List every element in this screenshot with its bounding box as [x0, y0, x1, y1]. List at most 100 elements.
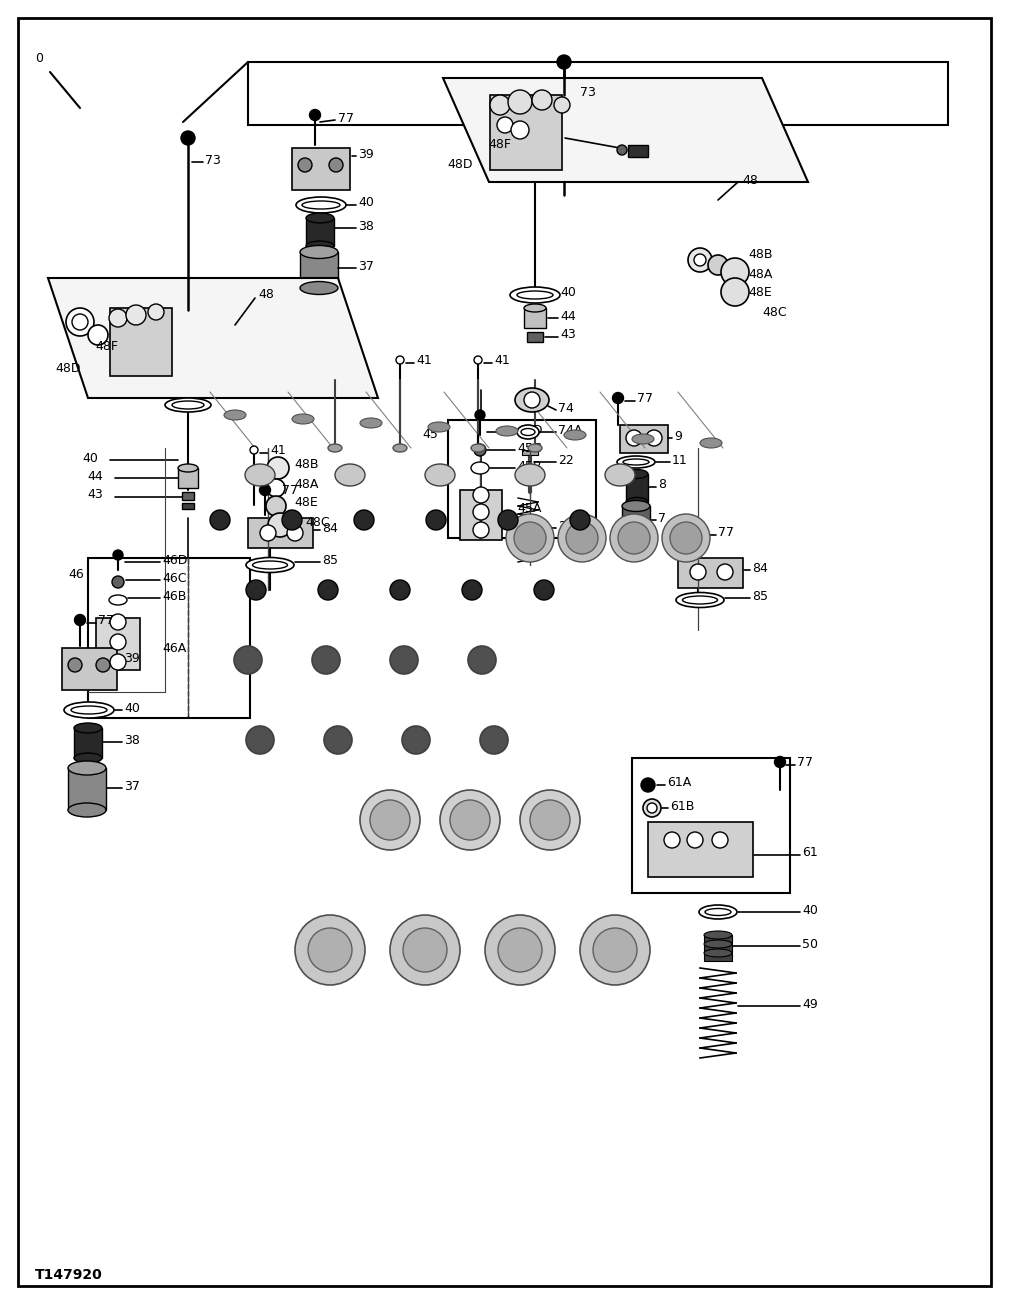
Circle shape [532, 90, 552, 110]
Circle shape [312, 645, 340, 674]
Circle shape [66, 308, 94, 336]
Circle shape [514, 522, 546, 554]
Text: 48A: 48A [748, 269, 772, 282]
Bar [628, 145, 648, 156]
Ellipse shape [224, 409, 246, 420]
Circle shape [580, 915, 650, 985]
Text: 40: 40 [124, 702, 140, 715]
Text: 44: 44 [560, 309, 576, 322]
Circle shape [259, 485, 270, 496]
Text: 41: 41 [416, 355, 432, 368]
Circle shape [688, 248, 712, 273]
Bar [88, 558, 250, 719]
Ellipse shape [605, 464, 635, 486]
Circle shape [282, 510, 302, 529]
Ellipse shape [328, 443, 342, 452]
Circle shape [329, 158, 343, 172]
Bar [704, 944, 732, 952]
Ellipse shape [335, 464, 365, 486]
Ellipse shape [296, 197, 346, 213]
Ellipse shape [704, 931, 732, 939]
Bar [96, 618, 140, 670]
Circle shape [498, 510, 518, 529]
Ellipse shape [425, 464, 455, 486]
Bar [704, 953, 732, 961]
Text: 40: 40 [560, 287, 576, 300]
Ellipse shape [68, 803, 106, 818]
Bar [182, 503, 194, 509]
Ellipse shape [74, 722, 102, 733]
Bar [306, 218, 334, 246]
Text: 61A: 61A [667, 776, 691, 789]
Bar [622, 506, 650, 536]
Ellipse shape [360, 419, 382, 428]
Ellipse shape [528, 443, 542, 452]
Circle shape [712, 832, 728, 848]
Circle shape [113, 550, 123, 559]
Bar [527, 333, 543, 342]
Circle shape [246, 726, 274, 754]
Ellipse shape [300, 282, 338, 295]
Circle shape [692, 527, 703, 537]
Circle shape [370, 799, 410, 840]
Circle shape [474, 443, 486, 456]
Circle shape [520, 790, 580, 850]
Ellipse shape [623, 459, 649, 466]
Circle shape [554, 96, 570, 113]
Text: 50: 50 [802, 938, 818, 951]
Text: 22: 22 [558, 454, 574, 467]
Circle shape [721, 258, 749, 286]
Bar [68, 768, 106, 810]
Ellipse shape [252, 561, 288, 569]
Bar [248, 518, 313, 548]
Circle shape [490, 95, 510, 115]
Ellipse shape [306, 241, 334, 250]
Circle shape [426, 510, 446, 529]
Bar [704, 935, 732, 943]
Bar [300, 252, 338, 288]
Circle shape [641, 778, 655, 792]
Circle shape [396, 356, 404, 364]
Text: 43: 43 [87, 489, 103, 502]
Bar [524, 308, 546, 329]
Ellipse shape [517, 291, 553, 299]
Bar [626, 473, 648, 502]
Bar [632, 758, 790, 893]
Circle shape [402, 726, 430, 754]
Circle shape [250, 446, 258, 454]
Text: 61: 61 [802, 846, 817, 859]
Circle shape [360, 790, 420, 850]
Ellipse shape [700, 438, 722, 449]
Text: 39: 39 [124, 652, 140, 665]
Text: 48D: 48D [55, 361, 81, 374]
Text: 40: 40 [358, 197, 374, 210]
Circle shape [403, 928, 447, 971]
Circle shape [295, 915, 365, 985]
Ellipse shape [306, 213, 334, 223]
Circle shape [643, 799, 661, 818]
Circle shape [110, 614, 126, 630]
Ellipse shape [292, 413, 314, 424]
Ellipse shape [510, 287, 560, 303]
Ellipse shape [172, 402, 204, 409]
Text: 48F: 48F [488, 138, 511, 151]
Text: 45D: 45D [517, 424, 543, 437]
Polygon shape [162, 449, 706, 1085]
Circle shape [450, 799, 490, 840]
Ellipse shape [515, 389, 549, 412]
Text: 48B: 48B [294, 459, 319, 472]
Text: 40: 40 [82, 451, 98, 464]
Ellipse shape [704, 949, 732, 957]
Text: 11: 11 [672, 454, 688, 467]
Ellipse shape [393, 443, 407, 452]
Text: 77: 77 [637, 393, 653, 406]
Ellipse shape [109, 595, 127, 605]
Text: 85: 85 [752, 589, 768, 602]
Circle shape [646, 430, 662, 446]
Ellipse shape [626, 498, 648, 506]
Circle shape [354, 510, 374, 529]
Text: 74: 74 [558, 402, 574, 415]
Circle shape [109, 309, 127, 327]
Circle shape [610, 514, 658, 562]
Circle shape [266, 496, 286, 516]
